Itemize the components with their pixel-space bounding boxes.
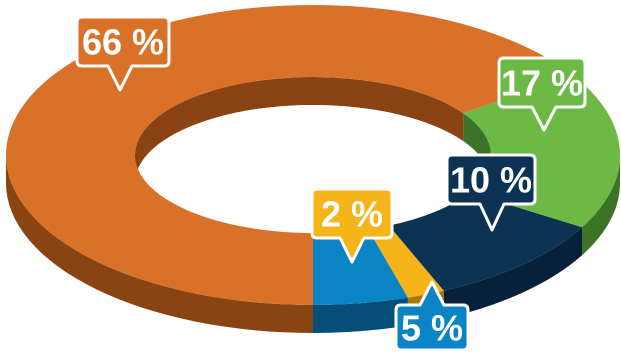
slice-side-0-0	[6, 155, 313, 333]
callout-4: 5 %	[394, 280, 470, 352]
slice-callouts: 66 % 17 % 10 % 2 % 5 %	[75, 15, 587, 352]
donut-inner-wall	[135, 77, 491, 261]
callout-box-3	[310, 187, 394, 264]
slice-0	[5, 4, 573, 305]
slice-label-1: 17 %	[501, 63, 583, 104]
slice-2	[388, 192, 583, 291]
callout-box-0	[75, 15, 171, 92]
slice-label-2: 10 %	[450, 160, 532, 201]
donut-sides	[6, 155, 620, 333]
callout-3: 2 %	[310, 187, 394, 264]
slice-label-3: 2 %	[321, 194, 383, 235]
callout-0: 66 %	[75, 15, 171, 92]
slice-side-2-0	[443, 227, 583, 319]
callout-1: 17 %	[497, 56, 587, 132]
slice-inner-1-0	[463, 113, 491, 183]
callout-box-1	[497, 56, 587, 132]
callout-2: 10 %	[445, 153, 537, 232]
callout-box-2	[445, 153, 537, 232]
slice-inner-0-0	[135, 77, 464, 183]
slice-3	[368, 225, 444, 298]
slice-label-4: 5 %	[401, 308, 463, 349]
slice-side-1-0	[582, 155, 620, 256]
donut-hole	[135, 105, 491, 261]
callout-box-4	[394, 280, 470, 352]
slice-label-0: 66 %	[82, 22, 164, 63]
slice-4	[313, 229, 408, 305]
slice-side-4-0	[313, 297, 408, 333]
